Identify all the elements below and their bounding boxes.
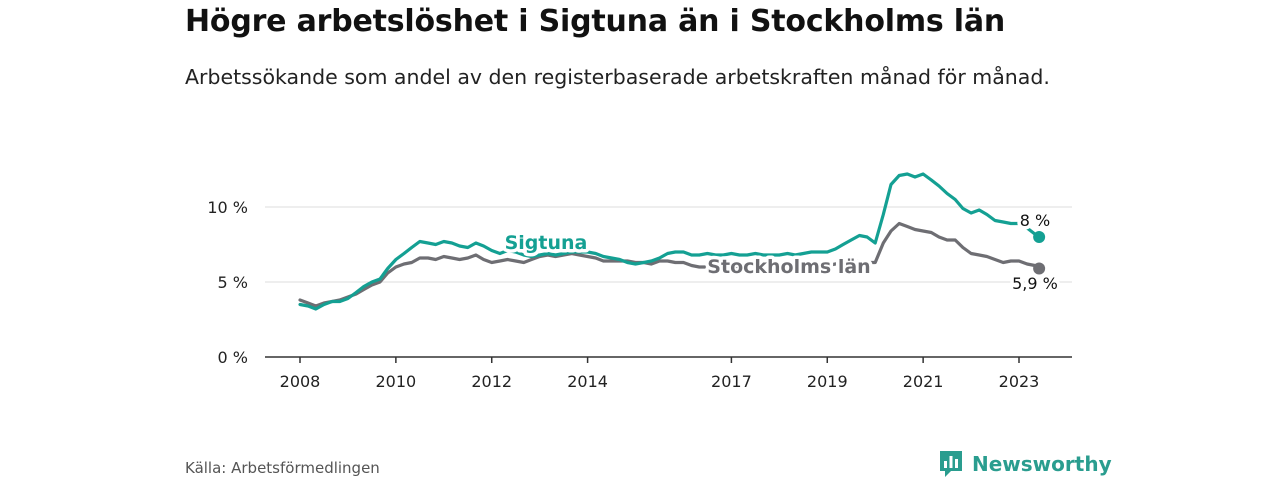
sigtuna-line xyxy=(298,172,1041,311)
series-lines xyxy=(298,172,1046,311)
stockholm-label: Stockholms län xyxy=(707,256,870,278)
grid-lines xyxy=(265,206,1072,283)
x-tick-label: 2012 xyxy=(471,372,512,391)
x-axis: 2008 2010 2012 2014 2017 2019 2021 2023 xyxy=(265,356,1072,391)
x-tick-label: 2014 xyxy=(567,372,608,391)
stockholm-end-dot xyxy=(1033,262,1046,275)
brand-name: Newsworthy xyxy=(972,452,1112,476)
chart-title: Högre arbetslöshet i Sigtuna än i Stockh… xyxy=(185,4,1006,39)
stockholm-line xyxy=(298,221,1041,308)
x-tick-label: 2019 xyxy=(807,372,848,391)
x-tick-label: 2010 xyxy=(376,372,417,391)
x-tick-label: 2021 xyxy=(903,372,944,391)
y-tick-label: 10 % xyxy=(207,198,248,217)
y-axis-ticks: 0 % 5 % 10 % xyxy=(207,198,248,367)
x-tick-label: 2008 xyxy=(280,372,321,391)
y-tick-label: 5 % xyxy=(218,273,248,292)
series-labels: Sigtuna Stockholms län 8 % 5,9 % xyxy=(501,208,1061,297)
y-tick-label: 0 % xyxy=(218,348,248,367)
sigtuna-end-dot xyxy=(1033,231,1046,243)
sigtuna-label: Sigtuna xyxy=(505,232,588,254)
stockholm-end-label: 5,9 % xyxy=(1012,274,1058,293)
x-tick-label: 2017 xyxy=(711,372,752,391)
brand-logo: Newsworthy xyxy=(938,449,1112,479)
source-note: Källa: Arbetsförmedlingen xyxy=(185,459,380,477)
x-tick-label: 2023 xyxy=(999,372,1040,391)
chart-subtitle: Arbetssökande som andel av den registerb… xyxy=(185,65,1050,89)
sigtuna-end-label: 8 % xyxy=(1020,211,1050,230)
line-chart: 0 %5 %10 % 2008 2010 2012 2014 2017 2019 2021 2… xyxy=(207,172,1072,391)
newsworthy-logo-icon xyxy=(940,451,962,477)
